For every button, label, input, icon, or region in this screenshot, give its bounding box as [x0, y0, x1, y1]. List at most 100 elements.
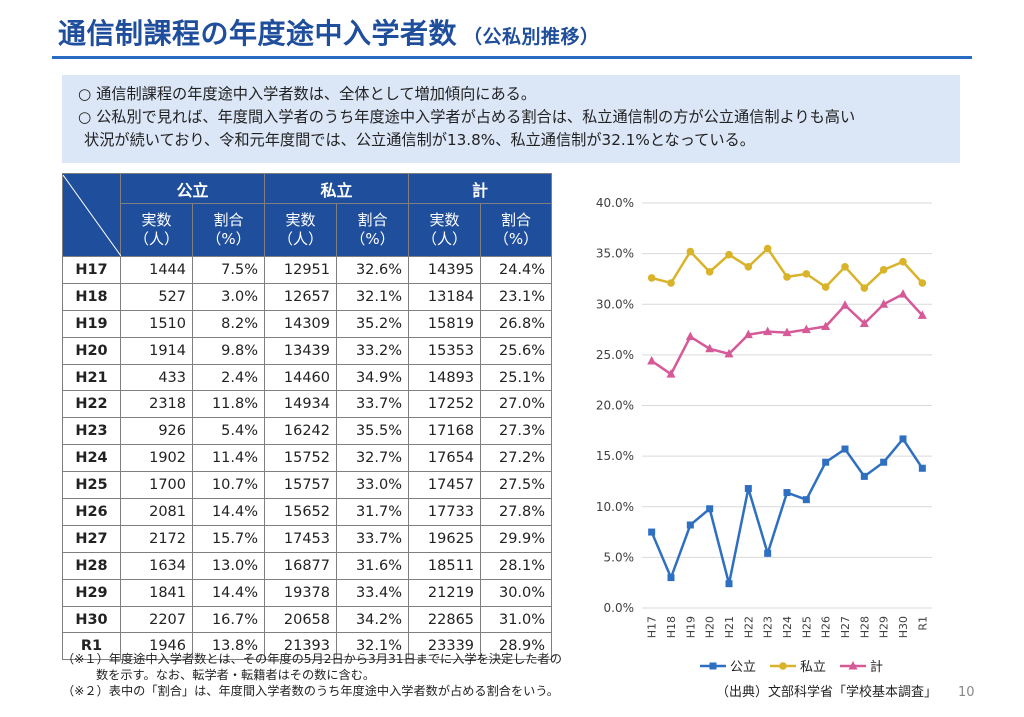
value-cell: 30.0%	[480, 578, 553, 607]
value-cell: 1634	[120, 551, 193, 580]
value-cell: 13.0%	[191, 551, 266, 580]
value-cell: 32.6%	[336, 256, 410, 284]
year-cell: H27	[62, 524, 121, 553]
year-cell: H29	[62, 578, 121, 607]
data-point	[686, 521, 694, 529]
summary-line-3: 状況が続いており、令和元年度間では、公立通信制が13.8%、私立通信制が32.1…	[84, 131, 755, 149]
value-cell: 31.0%	[480, 605, 553, 634]
subheader-count: 実数 （人）	[120, 203, 193, 257]
table-row: H18 527 3.0% 12657 32.1% 13184 23.1%	[62, 282, 553, 311]
value-cell: 12657	[264, 282, 338, 311]
table-row: H21 433 2.4% 14460 34.9% 14893 25.1%	[62, 363, 553, 392]
table-row: H30 2207 16.7% 20658 34.2% 22865 31.0%	[62, 605, 553, 634]
value-cell: 18511	[408, 551, 482, 580]
year-cell: H30	[62, 605, 121, 634]
data-point	[706, 505, 714, 513]
y-tick-label: 15.0%	[596, 449, 634, 463]
data-point	[783, 273, 791, 281]
data-table: 公立 私立 計 実数 （人） 割合 （%） 実数 （人） 割合 （%） 実数 （…	[62, 173, 553, 661]
x-tick-label: H27	[839, 616, 852, 638]
title-subtitle: （公私別推移）	[463, 26, 600, 48]
value-cell: 15.7%	[191, 524, 266, 553]
value-cell: 34.2%	[336, 605, 410, 634]
table-row: H22 2318 11.8% 14934 33.7% 17252 27.0%	[62, 390, 553, 419]
value-cell: 24.4%	[480, 256, 553, 284]
year-cell: R1	[62, 632, 121, 661]
value-cell: 35.2%	[336, 309, 410, 338]
value-cell: 1841	[120, 578, 193, 607]
x-tick-label: H22	[742, 616, 755, 638]
value-cell: 14.4%	[191, 498, 266, 526]
value-cell: 14460	[264, 363, 338, 392]
value-cell: 29.9%	[480, 524, 553, 553]
note-1-cont: 数を示す。なお、転学者・転籍者はその数に含む。	[96, 668, 376, 682]
legend-label: 計	[870, 659, 883, 675]
year-cell: H26	[62, 498, 121, 526]
value-cell: 2172	[120, 524, 193, 553]
table-row: H29 1841 14.4% 19378 33.4% 21219 30.0%	[62, 578, 553, 607]
legend-marker	[848, 661, 858, 670]
table-corner-cell	[62, 173, 121, 257]
value-cell: 16.7%	[191, 605, 266, 634]
data-point	[899, 435, 907, 443]
data-point	[783, 489, 791, 497]
data-point	[782, 327, 792, 337]
value-cell: 17654	[408, 444, 482, 473]
y-tick-label: 20.0%	[596, 399, 634, 413]
data-point	[744, 485, 752, 493]
value-cell: 32.1%	[336, 282, 410, 311]
x-tick-label: H18	[665, 616, 678, 638]
diagonal-line	[63, 174, 121, 256]
data-point	[899, 257, 907, 266]
y-tick-label: 30.0%	[596, 297, 634, 311]
note-1: （※１）年度途中入学者数とは、その年度の5月2日から3月31日までに入学を決定し…	[62, 652, 562, 666]
y-tick-label: 0.0%	[604, 601, 635, 615]
value-cell: 25.1%	[480, 363, 553, 392]
y-tick-label: 35.0%	[596, 247, 634, 261]
value-cell: 25.6%	[480, 336, 553, 365]
data-point	[841, 262, 849, 271]
legend-label: 公立	[730, 660, 756, 675]
x-tick-label: H23	[762, 616, 775, 638]
subheader-count: 実数 （人）	[264, 203, 338, 257]
value-cell: 11.4%	[191, 444, 266, 473]
data-point	[879, 299, 889, 308]
value-cell: 31.6%	[336, 551, 410, 580]
note-2: （※２）表中の「割合」は、年度間入学者数のうち年度途中入学者数が占める割合をいう…	[62, 684, 559, 698]
x-tick-label: H29	[878, 616, 891, 638]
value-cell: 33.7%	[336, 524, 410, 553]
data-point	[725, 580, 733, 588]
year-cell: H23	[62, 417, 121, 446]
table-row: H24 1902 11.4% 15752 32.7% 17654 27.2%	[62, 444, 553, 473]
value-cell: 19625	[408, 524, 482, 553]
y-tick-label: 10.0%	[596, 500, 634, 514]
value-cell: 14934	[264, 390, 338, 419]
value-cell: 15757	[264, 471, 338, 500]
value-cell: 16242	[264, 417, 338, 446]
value-cell: 35.5%	[336, 417, 410, 446]
value-cell: 27.0%	[480, 390, 553, 419]
data-point	[860, 472, 868, 480]
title-underline	[52, 56, 972, 59]
value-cell: 5.4%	[191, 417, 266, 446]
value-cell: 926	[120, 417, 193, 446]
table-row: H19 1510 8.2% 14309 35.2% 15819 26.8%	[62, 309, 553, 338]
data-point	[859, 318, 869, 327]
data-point	[667, 574, 675, 582]
data-point	[822, 458, 830, 466]
value-cell: 15652	[264, 498, 338, 526]
value-cell: 33.0%	[336, 471, 410, 500]
subheader-ratio: 割合 （%）	[480, 203, 553, 257]
value-cell: 33.4%	[336, 578, 410, 607]
value-cell: 26.8%	[480, 309, 553, 338]
value-cell: 527	[120, 282, 193, 311]
data-point	[648, 528, 656, 536]
data-point	[686, 247, 695, 256]
data-point	[821, 283, 830, 291]
value-cell: 2207	[120, 605, 193, 634]
value-cell: 17733	[408, 498, 482, 526]
x-tick-label: H30	[897, 616, 910, 638]
x-tick-label: H19	[684, 616, 697, 638]
data-point	[918, 279, 927, 287]
data-point	[647, 355, 657, 365]
